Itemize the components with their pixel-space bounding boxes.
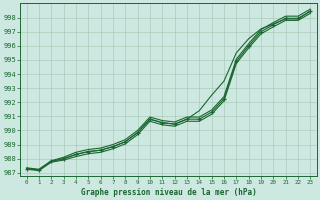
X-axis label: Graphe pression niveau de la mer (hPa): Graphe pression niveau de la mer (hPa) bbox=[81, 188, 256, 197]
